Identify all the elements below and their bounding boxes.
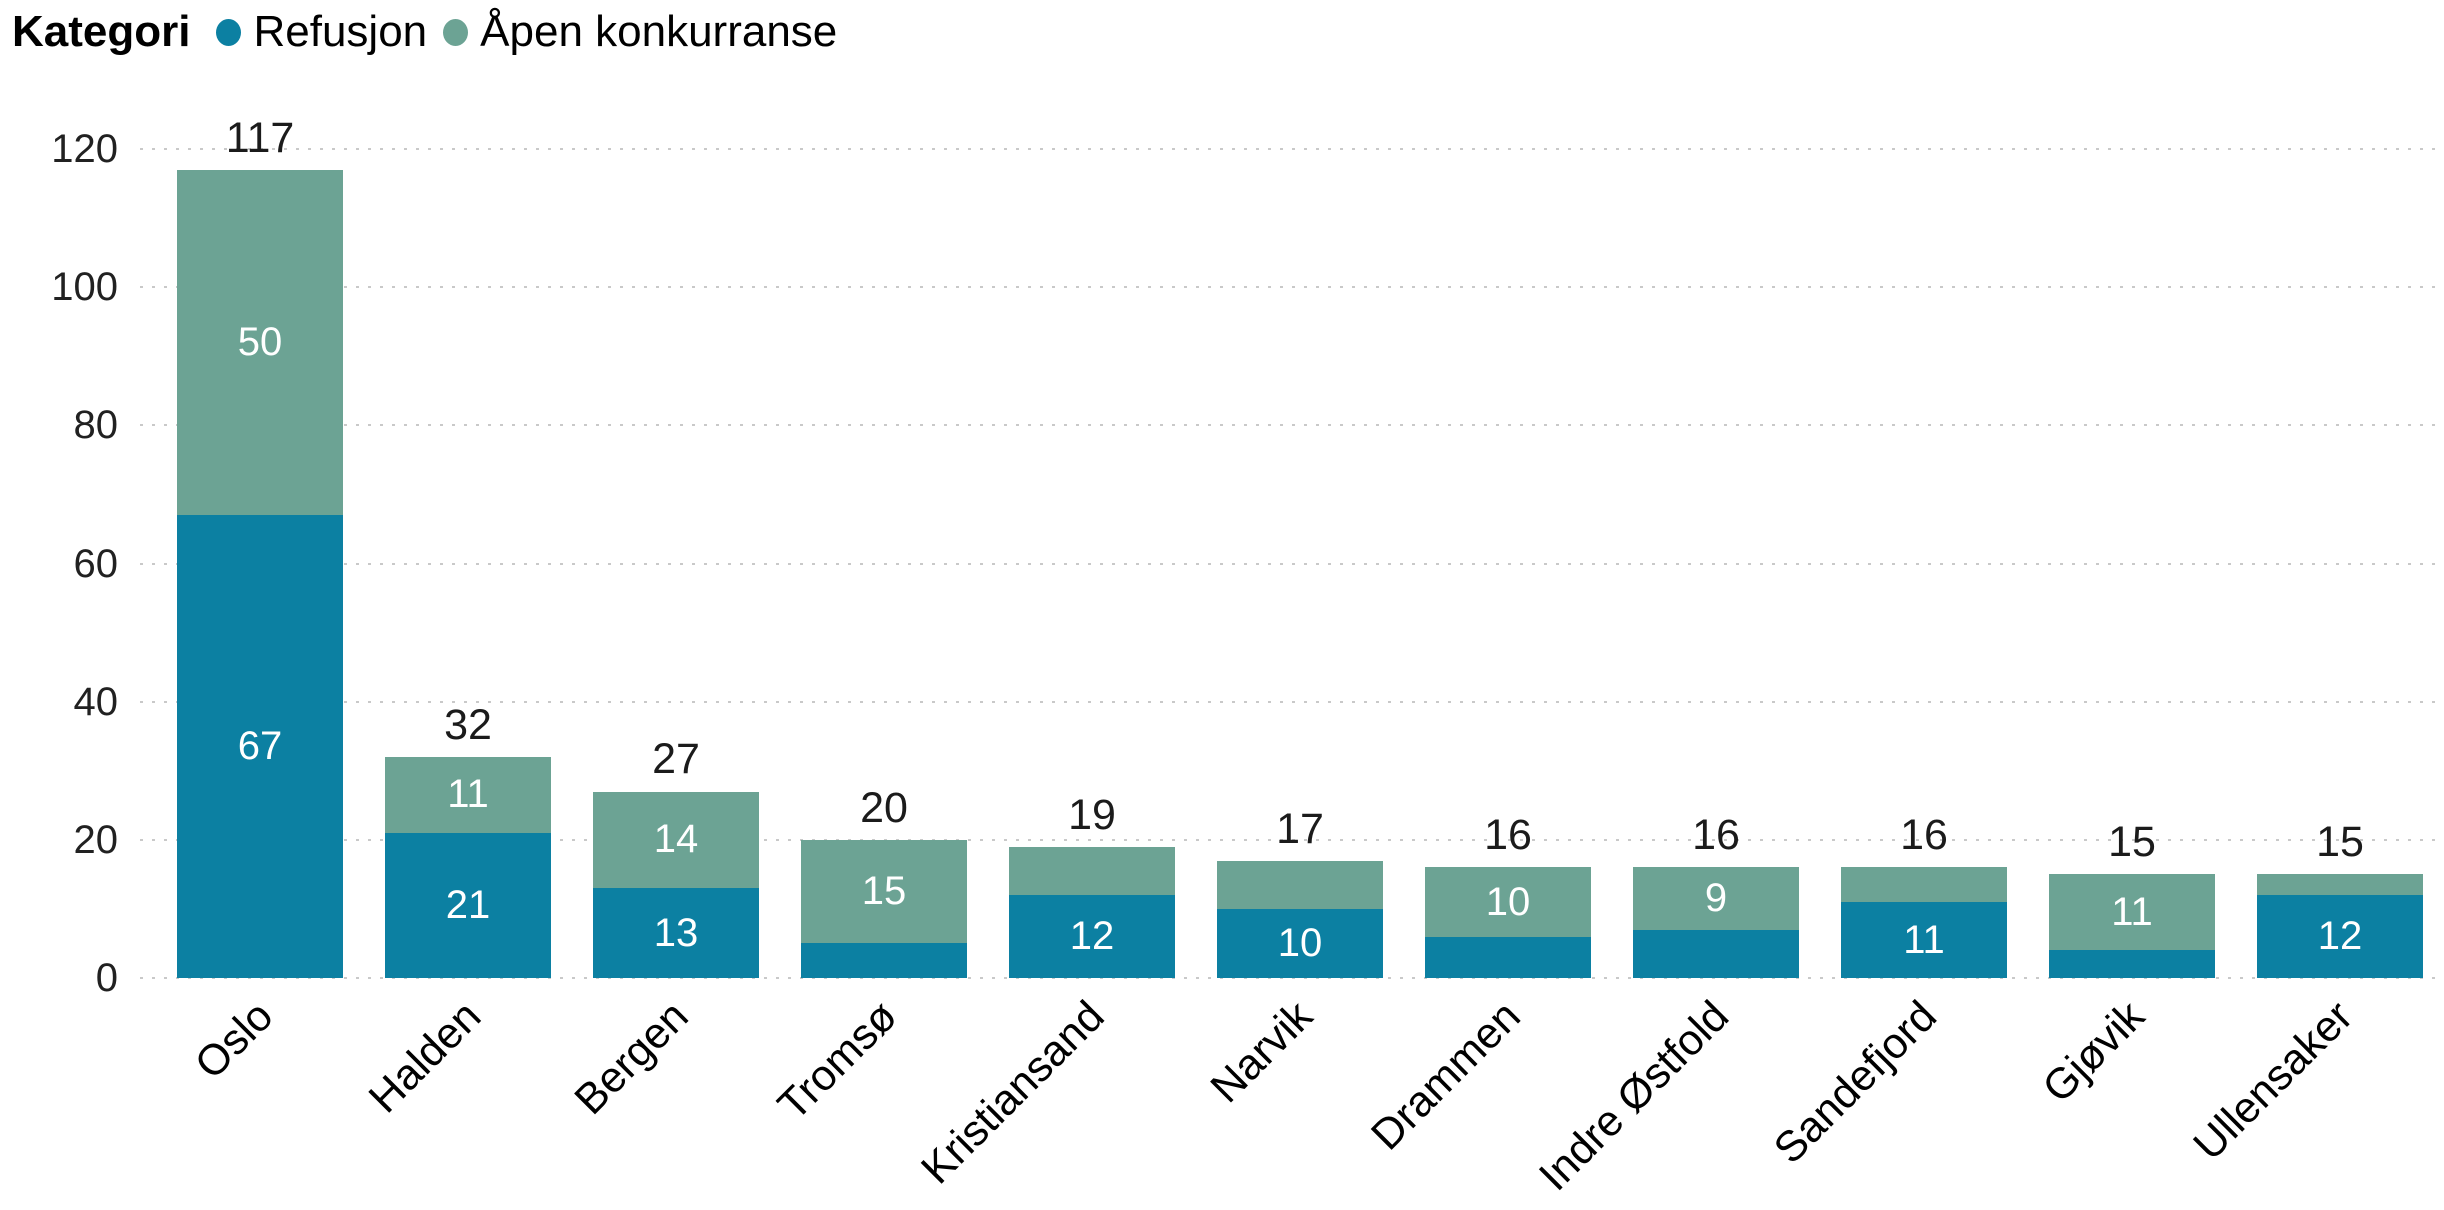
bar-group: 11 21 — [385, 756, 551, 978]
bar-segment-value-label: 15 — [861, 869, 907, 914]
bar-segment-refusjon[interactable] — [2049, 950, 2215, 978]
gridline — [140, 562, 2444, 565]
bar-segment-value-label: 14 — [653, 817, 699, 862]
x-axis-category-label: Gjøvik — [2033, 992, 2154, 1113]
bar-segment-value-label: 11 — [1903, 917, 1945, 962]
x-axis-category-label: Narvik — [1201, 992, 1322, 1113]
legend: Kategori Refusjon Åpen konkurranse — [12, 6, 837, 58]
bar-segment-value-label: 67 — [237, 724, 283, 769]
legend-item-apen-konkurranse-label: Åpen konkurranse — [480, 7, 838, 56]
y-axis-tick-label: 100 — [51, 265, 118, 310]
bar-segment-value-label: 10 — [1485, 879, 1531, 924]
bar-segment-refusjon[interactable]: 67 — [177, 515, 343, 978]
bar-group: 14 13 — [593, 791, 759, 978]
bar-segment-refusjon[interactable] — [1425, 936, 1591, 978]
bar-group: 12 — [1009, 846, 1175, 978]
x-axis-category-label: Bergen — [565, 992, 698, 1124]
x-axis-category-label: Oslo — [185, 992, 282, 1089]
apen-konkurranse-dot-icon — [443, 18, 469, 46]
bar-segment-apen-konkurranse[interactable]: 14 — [593, 791, 759, 889]
y-axis-tick-label: 80 — [73, 403, 119, 448]
bar-segment-apen-konkurranse[interactable] — [2257, 874, 2423, 896]
bar-segment-refusjon[interactable] — [1633, 929, 1799, 978]
bar-segment-apen-konkurranse[interactable]: 15 — [801, 839, 967, 944]
bar-total-label: 17 — [1276, 804, 1324, 853]
bar-segment-value-label: 50 — [237, 319, 283, 364]
bar-segment-refusjon[interactable]: 21 — [385, 832, 551, 978]
gridline — [140, 977, 2444, 979]
x-axis-category-label: Drammen — [1362, 992, 1530, 1160]
bar-segment-value-label: 9 — [1704, 876, 1728, 921]
legend-item-refusjon-label: Refusjon — [253, 7, 428, 56]
bar-segment-refusjon[interactable]: 12 — [2257, 895, 2423, 978]
x-axis-category-label: Indre Østfold — [1529, 992, 1738, 1201]
bar-segment-apen-konkurranse[interactable]: 11 — [2049, 874, 2215, 951]
y-axis-tick-label: 40 — [73, 679, 119, 724]
y-axis-tick-label: 0 — [95, 956, 118, 1000]
bar-segment-value-label: 10 — [1277, 920, 1323, 965]
bar-segment-apen-konkurranse[interactable] — [1009, 846, 1175, 896]
x-axis-category-label: Tromsø — [768, 992, 906, 1130]
refusjon-dot-icon — [216, 18, 242, 46]
bar-group: 15 — [801, 839, 967, 978]
bar-segment-apen-konkurranse[interactable]: 50 — [177, 169, 343, 516]
bar-total-label: 16 — [1900, 811, 1948, 860]
bar-group: 10 — [1425, 867, 1591, 978]
bar-segment-refusjon[interactable]: 12 — [1009, 895, 1175, 978]
legend-title: Kategori — [12, 7, 191, 56]
bar-group: 9 — [1633, 867, 1799, 978]
gridline — [140, 700, 2444, 703]
bar-group: 10 — [1217, 860, 1383, 978]
bar-group: 11 — [1841, 867, 2007, 978]
gridline — [140, 424, 2444, 427]
bar-segment-apen-konkurranse[interactable]: 9 — [1633, 867, 1799, 930]
x-axis-category-label: Sandefjord — [1764, 992, 1946, 1174]
bar-segment-apen-konkurranse[interactable]: 10 — [1425, 867, 1591, 937]
bar-total-label: 16 — [1692, 811, 1740, 860]
bar-segment-refusjon[interactable] — [801, 943, 967, 978]
legend-item-apen-konkurranse[interactable]: Åpen konkurranse — [443, 6, 837, 58]
bar-segment-value-label: 11 — [447, 772, 489, 817]
x-axis-category-label: Ullensaker — [2184, 992, 2362, 1170]
bar-total-label: 15 — [2316, 818, 2364, 867]
gridline — [140, 148, 2444, 150]
bar-total-label: 117 — [225, 113, 295, 162]
bar-segment-value-label: 11 — [2111, 889, 2153, 934]
bar-total-label: 32 — [444, 700, 492, 749]
bar-segment-value-label: 21 — [445, 882, 491, 927]
bar-segment-refusjon[interactable]: 11 — [1841, 902, 2007, 978]
bar-total-label: 27 — [652, 735, 700, 784]
x-axis-category-label: Kristiansand — [912, 992, 1114, 1194]
bar-segment-refusjon[interactable]: 10 — [1217, 908, 1383, 978]
x-axis-category-label: Halden — [359, 992, 490, 1123]
bar-segment-value-label: 13 — [653, 910, 699, 955]
y-axis-tick-label: 120 — [51, 127, 118, 171]
bar-segment-value-label: 12 — [2317, 914, 2363, 959]
legend-item-refusjon[interactable]: Refusjon — [216, 6, 427, 58]
bar-segment-apen-konkurranse[interactable] — [1217, 860, 1383, 909]
bar-group: 50 67 — [177, 169, 343, 978]
y-axis-tick-label: 20 — [73, 817, 119, 862]
bar-group: 11 — [2049, 874, 2215, 978]
bar-group: 12 — [2257, 874, 2423, 978]
bar-total-label: 16 — [1484, 811, 1532, 860]
gridline — [140, 838, 2444, 841]
bar-total-label: 15 — [2108, 818, 2156, 867]
bar-segment-value-label: 12 — [1069, 914, 1115, 959]
gridline — [140, 286, 2444, 289]
bar-total-label: 19 — [1068, 790, 1116, 839]
bar-segment-refusjon[interactable]: 13 — [593, 888, 759, 978]
bar-segment-apen-konkurranse[interactable]: 11 — [385, 756, 551, 833]
bar-total-label: 20 — [860, 783, 908, 832]
y-axis-tick-label: 60 — [73, 541, 119, 586]
bar-segment-apen-konkurranse[interactable] — [1841, 867, 2007, 903]
